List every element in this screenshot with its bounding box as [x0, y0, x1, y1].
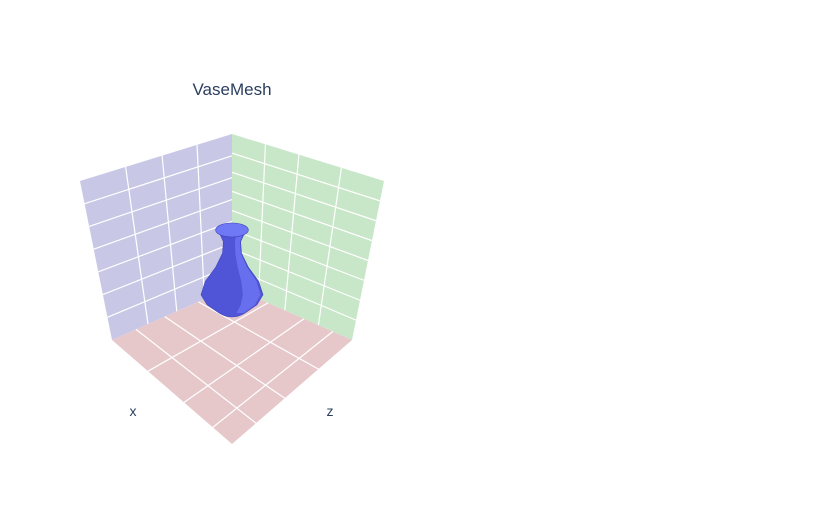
vase-highlight [235, 234, 261, 313]
vase-mouth [215, 222, 249, 238]
floor-gridline [164, 316, 286, 399]
z-axis-label: z [327, 403, 334, 419]
right-wall-gridline [231, 171, 377, 222]
right-wall-gridline [231, 152, 381, 202]
left-wall-gridline [102, 242, 233, 296]
chart-title: VaseMesh [192, 80, 272, 99]
left-wall-gridline [98, 220, 233, 273]
floor-gridline [198, 301, 319, 370]
floor-gridline [212, 331, 334, 428]
floor-grid [135, 301, 334, 428]
left-wall-gridline [84, 155, 233, 205]
right-wall-gridline [231, 209, 369, 262]
left-wall-grid [84, 144, 233, 325]
x-axis-label: x [130, 403, 137, 419]
right-wall-grid [231, 144, 381, 326]
left-wall-gridline [88, 177, 233, 227]
left-wall-gridline [196, 144, 205, 300]
right-wall-gridline [231, 229, 365, 281]
floor-gridline [183, 318, 305, 403]
floor-gridline [147, 302, 269, 372]
floor-gridline [135, 328, 257, 424]
left-wall-gridline [93, 199, 233, 250]
floor-plane [112, 287, 352, 444]
left-wall-gridline [161, 155, 178, 312]
right-wall-gridline [231, 190, 373, 242]
right-wall-gridline [231, 248, 361, 301]
left-wall-gridline [125, 166, 149, 325]
vase-mesh[interactable] [200, 222, 264, 318]
